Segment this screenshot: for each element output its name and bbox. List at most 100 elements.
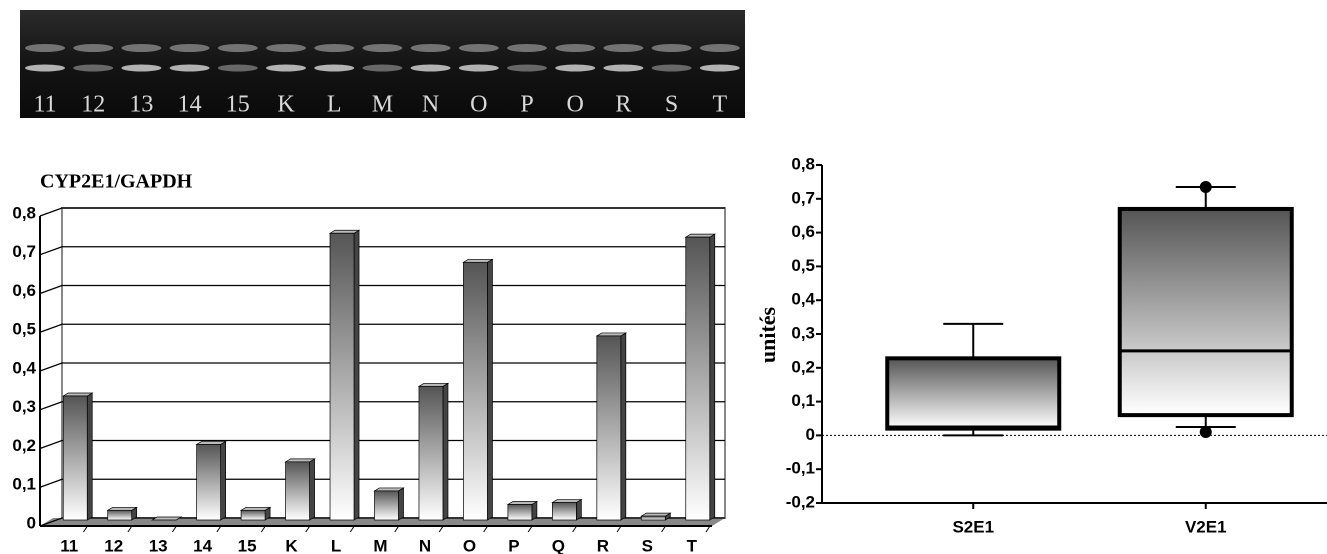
- gel-band: [651, 44, 692, 52]
- bar-top: [61, 392, 94, 397]
- bar-top: [595, 332, 628, 337]
- lane-label: O: [567, 92, 584, 118]
- grid-line: [39, 246, 725, 256]
- gel-band: [217, 44, 258, 52]
- gel-band: [507, 44, 547, 52]
- bar: [196, 444, 221, 521]
- x-tick-label: V2E1: [1185, 517, 1227, 536]
- bar-top: [106, 506, 138, 511]
- lane-label: 11: [33, 92, 56, 118]
- bar-side: [620, 332, 627, 521]
- lane-label: R: [615, 92, 631, 118]
- x-tick-label: N: [419, 536, 431, 554]
- x-tick: [661, 525, 666, 533]
- y-tick-label: 0,6: [791, 222, 815, 241]
- x-tick: [394, 525, 400, 533]
- outlier: [1199, 426, 1212, 439]
- x-tick-label: 11: [60, 536, 78, 554]
- y-tick-label: 0,5: [791, 256, 815, 275]
- y-tick-label: 0,6: [12, 281, 36, 300]
- y-tick-label: 0,3: [791, 323, 815, 342]
- gel-band: [699, 44, 740, 52]
- gel-background: [20, 10, 745, 118]
- grid-line: [39, 284, 725, 295]
- x-tick-label: O: [463, 536, 476, 554]
- x-tick-label: M: [373, 536, 387, 554]
- x-tick-label: K: [285, 536, 298, 554]
- bar-side: [576, 498, 582, 521]
- gel-band: [73, 64, 114, 72]
- bar: [107, 509, 133, 521]
- x-tick-label: S2E1: [952, 517, 994, 536]
- x-tick-label: S: [642, 536, 653, 554]
- gel-band: [266, 64, 306, 72]
- bar: [329, 232, 355, 521]
- bar-top: [684, 233, 717, 238]
- box: [885, 356, 1062, 431]
- x-tick-label: 13: [149, 536, 168, 554]
- grid-line: [39, 517, 725, 527]
- y-tick-label: 0: [27, 513, 36, 532]
- y-tick-label: 0,5: [12, 320, 36, 339]
- x-tick: [305, 525, 311, 533]
- grid-line: [39, 207, 725, 217]
- x-tick: [171, 525, 177, 533]
- x-tick: [438, 525, 444, 533]
- gel-band: [458, 44, 499, 52]
- lane-label: P: [520, 92, 533, 118]
- gel-band: [603, 44, 644, 52]
- gel-band: [507, 64, 547, 72]
- gel-band: [410, 44, 451, 52]
- box: [1117, 206, 1294, 418]
- bar-top: [551, 499, 583, 503]
- lane-label: 12: [81, 92, 105, 118]
- bar-top: [150, 516, 183, 521]
- x-tick-label: R: [597, 536, 609, 554]
- bar-side: [442, 382, 449, 521]
- x-tick-label: Q: [552, 536, 565, 554]
- y-tick-label: 0,2: [791, 357, 815, 376]
- bar: [62, 395, 88, 521]
- bar-top: [373, 487, 405, 492]
- x-tick-label: 14: [193, 536, 212, 554]
- lane-label: 13: [129, 92, 153, 118]
- lane-label: T: [712, 92, 727, 118]
- bar-top: [284, 458, 316, 463]
- gel-band: [73, 44, 114, 52]
- bar-side: [398, 487, 404, 521]
- y-tick-label: 0,4: [12, 358, 36, 377]
- lane-label: 15: [226, 92, 250, 118]
- gel-band: [217, 64, 258, 72]
- y-tick-label: -0,2: [786, 492, 815, 511]
- bar-side: [86, 392, 93, 521]
- y-tick-label: 0,3: [12, 397, 36, 416]
- bar-top: [506, 501, 539, 505]
- gel-band: [266, 44, 306, 52]
- bar: [640, 515, 666, 521]
- grid-line: [39, 362, 725, 372]
- bar-side: [309, 458, 315, 521]
- bar-top: [328, 229, 361, 234]
- outlier: [1199, 180, 1212, 193]
- gel-band: [699, 64, 740, 72]
- x-tick: [260, 525, 266, 533]
- gel-band: [314, 44, 355, 52]
- x-tick: [483, 525, 489, 533]
- bar-side: [353, 229, 360, 521]
- grid-line: [39, 401, 725, 411]
- gel-band: [25, 44, 65, 52]
- bar: [285, 461, 310, 521]
- lane-label: N: [422, 92, 439, 118]
- y-tick-label: 0,4: [791, 290, 815, 309]
- lane-label: O: [470, 92, 487, 118]
- chart-title: CYP2E1/GAPDH: [40, 171, 193, 193]
- bar: [374, 490, 399, 521]
- y-tick-label: 0,7: [791, 188, 815, 207]
- y-tick-label: 0,1: [791, 391, 815, 410]
- x-tick: [127, 525, 133, 533]
- y-axis-label: unités: [755, 306, 780, 363]
- gel-band: [121, 44, 162, 52]
- bar-side: [709, 233, 716, 521]
- x-tick: [616, 525, 622, 533]
